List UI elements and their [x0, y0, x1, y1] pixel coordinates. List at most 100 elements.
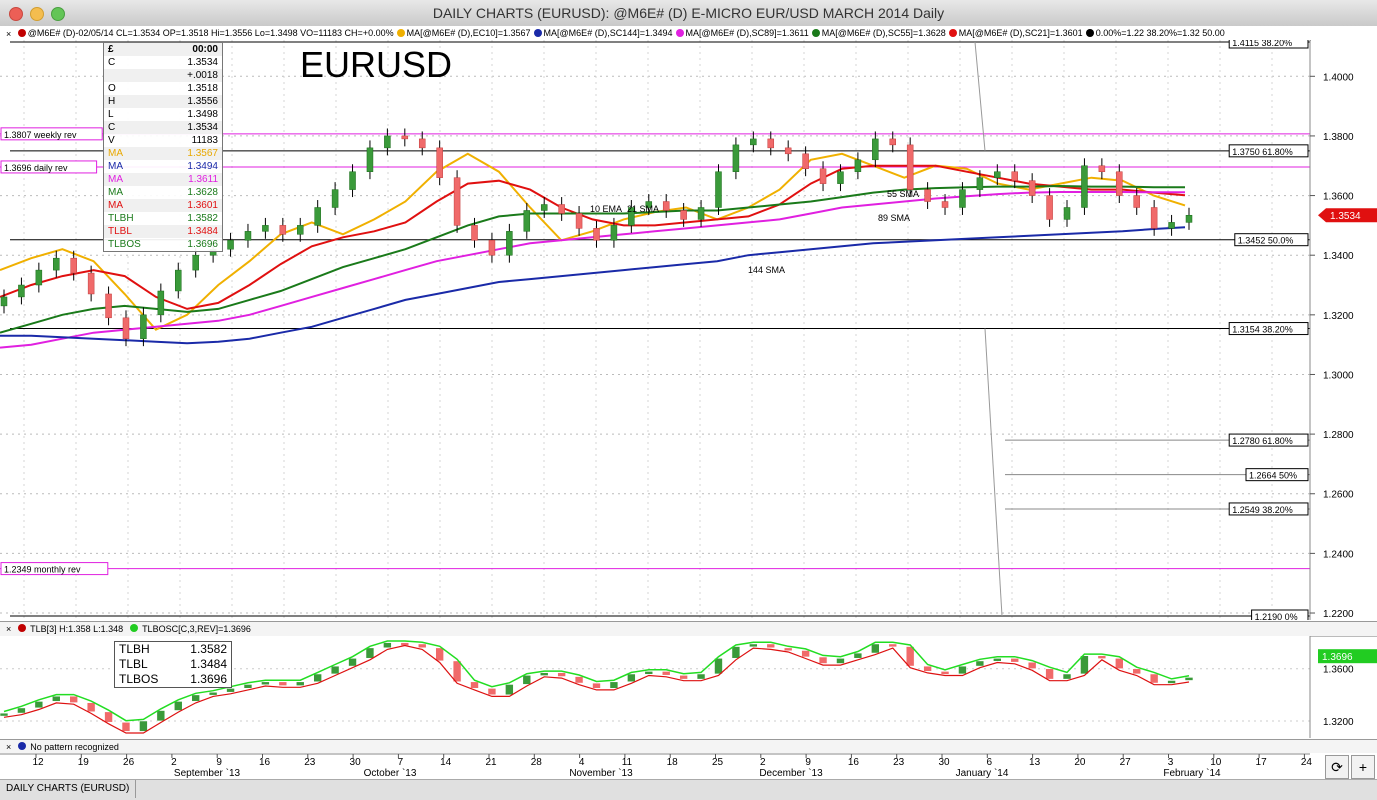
price-tick-label: 1.3000: [1323, 370, 1354, 381]
candle[interactable]: [244, 223, 252, 248]
candle[interactable]: [471, 217, 478, 248]
tlb-brick: [243, 684, 253, 689]
candle[interactable]: [837, 164, 844, 192]
close-panel-icon[interactable]: ×: [6, 624, 12, 634]
candle[interactable]: [558, 197, 565, 221]
time-axis[interactable]: 12 19 26 2 9 16 23 30 7 14 21 28 4 11 18 25 2 9 16 23 30 6 13 2…: [0, 753, 1377, 779]
ma-line-3: [0, 191, 1185, 349]
candle-body: [105, 293, 112, 319]
candle[interactable]: [1081, 158, 1088, 215]
candle[interactable]: [157, 283, 165, 323]
tlb-last-marker: [1318, 649, 1377, 664]
candle[interactable]: [314, 200, 321, 233]
candle-body: [802, 153, 809, 169]
tlb-box-value: 1.3696: [190, 672, 227, 686]
fib-label-box: [1228, 144, 1309, 158]
candle[interactable]: [349, 164, 356, 198]
candle[interactable]: [819, 161, 827, 192]
candle[interactable]: [1011, 164, 1018, 189]
candle[interactable]: [1185, 207, 1193, 230]
candle[interactable]: [854, 152, 862, 180]
candle[interactable]: [575, 206, 583, 236]
candle[interactable]: [384, 128, 391, 156]
candle[interactable]: [767, 131, 775, 156]
candle[interactable]: [628, 200, 635, 233]
add-button[interactable]: +: [1351, 755, 1375, 779]
candle[interactable]: [175, 262, 182, 299]
tlb-brick: [958, 665, 967, 675]
candle[interactable]: [715, 164, 722, 215]
candle[interactable]: [889, 131, 896, 153]
candle[interactable]: [802, 146, 809, 177]
candle[interactable]: [959, 182, 966, 215]
candle[interactable]: [593, 220, 600, 248]
candle[interactable]: [192, 247, 199, 278]
candle-body: [87, 272, 95, 295]
candle[interactable]: [105, 286, 112, 326]
close-panel-icon[interactable]: ×: [6, 742, 12, 752]
candle[interactable]: [122, 310, 130, 347]
candle[interactable]: [453, 170, 461, 233]
candle[interactable]: [366, 140, 374, 180]
candle[interactable]: [18, 277, 25, 305]
candle[interactable]: [331, 182, 339, 215]
candle[interactable]: [262, 217, 269, 239]
candle[interactable]: [1133, 188, 1140, 215]
candle[interactable]: [1046, 188, 1053, 227]
candle[interactable]: [872, 131, 879, 168]
databox-row: MA 1.3494: [104, 160, 222, 173]
candle[interactable]: [732, 137, 740, 180]
status-tab[interactable]: DAILY CHARTS (EURUSD): [0, 780, 137, 798]
candle[interactable]: [906, 137, 914, 198]
candle[interactable]: [418, 131, 426, 156]
candle[interactable]: [523, 203, 531, 239]
candle[interactable]: [87, 265, 95, 302]
candle[interactable]: [436, 140, 443, 186]
candle[interactable]: [1063, 200, 1071, 227]
candle[interactable]: [227, 232, 234, 257]
zoom-window-button[interactable]: [51, 7, 65, 21]
price-tick-label: 1.2600: [1323, 490, 1354, 501]
close-panel-icon[interactable]: ×: [6, 29, 12, 39]
candle[interactable]: [976, 170, 984, 198]
candle-body: [819, 168, 827, 184]
candle[interactable]: [540, 197, 548, 218]
candle[interactable]: [662, 194, 670, 218]
candle[interactable]: [941, 194, 949, 215]
last-price-marker: [1318, 208, 1377, 223]
candle[interactable]: [140, 307, 147, 347]
candle[interactable]: [1116, 164, 1123, 204]
candle[interactable]: [924, 182, 931, 209]
candle[interactable]: [610, 217, 618, 248]
candle[interactable]: [506, 223, 513, 263]
candle[interactable]: [401, 128, 409, 147]
databox-value: 1.3582: [187, 213, 218, 224]
candle[interactable]: [488, 232, 496, 263]
minimize-window-button[interactable]: [30, 7, 44, 21]
candle[interactable]: [53, 250, 60, 278]
refresh-button[interactable]: ⟳: [1325, 755, 1349, 779]
candle[interactable]: [697, 200, 705, 227]
candle[interactable]: [0, 289, 8, 314]
candle[interactable]: [35, 262, 43, 293]
legend-dot-icon: [533, 29, 542, 37]
candle[interactable]: [1028, 173, 1036, 204]
tlb-brick: [1149, 673, 1159, 684]
candle[interactable]: [645, 194, 653, 215]
databox-label: MA: [108, 200, 123, 211]
candle[interactable]: [750, 131, 757, 153]
tlb-brick: [51, 695, 61, 702]
candle[interactable]: [680, 203, 687, 227]
candle[interactable]: [1168, 214, 1175, 236]
candle[interactable]: [70, 250, 77, 281]
candle[interactable]: [279, 217, 287, 242]
candle[interactable]: [784, 140, 792, 162]
candle[interactable]: [1150, 200, 1158, 236]
candle[interactable]: [1098, 158, 1106, 180]
candle[interactable]: [297, 217, 304, 242]
price-chart[interactable]: 1.3807 weekly rev 1.3696 daily rev 1.2349 …: [0, 40, 1377, 620]
tlb-brick: [383, 642, 392, 649]
candle[interactable]: [994, 164, 1001, 186]
close-window-button[interactable]: [9, 7, 23, 21]
day-tick-label: 26: [123, 757, 135, 768]
